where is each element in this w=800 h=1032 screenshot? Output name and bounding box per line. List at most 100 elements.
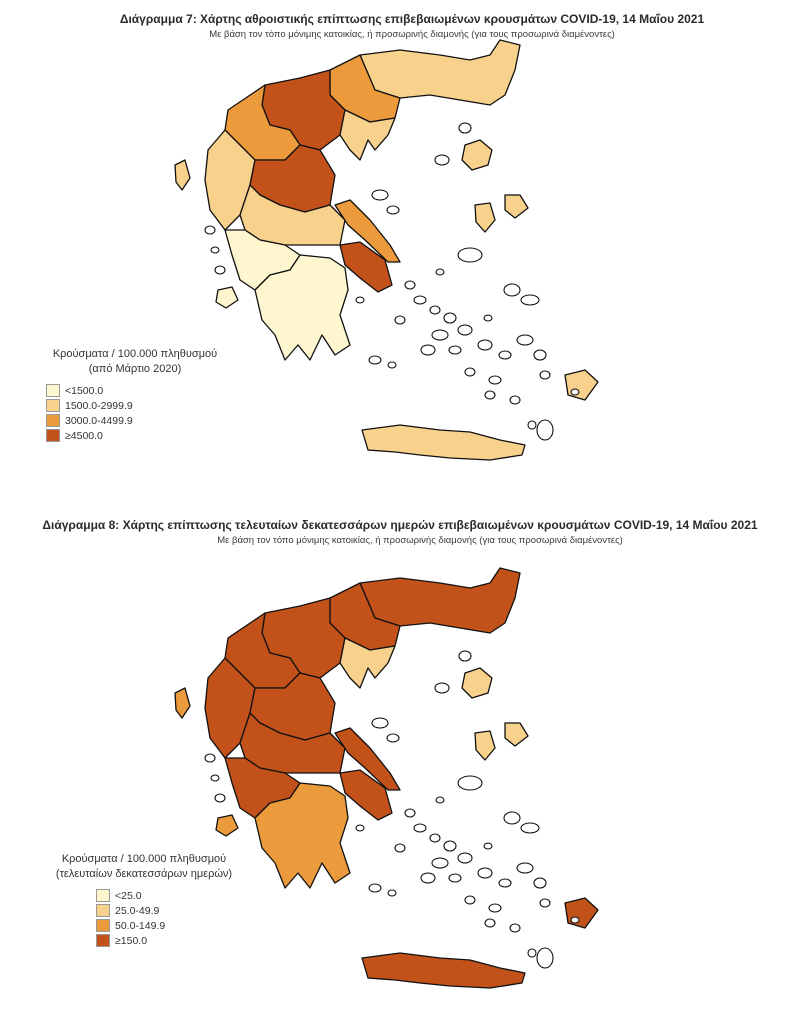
legend-swatch xyxy=(46,429,60,442)
legend-item: 25.0-49.9 xyxy=(96,903,264,918)
map-legend: Κρούσματα / 100.000 πληθυσμού (από Μάρτι… xyxy=(20,347,250,443)
region-chios xyxy=(474,730,496,761)
region-attica xyxy=(339,241,393,293)
legend-title: Κρούσματα / 100.000 πληθυσμού (τελευταίω… xyxy=(24,852,264,882)
region-halkidiki xyxy=(339,637,396,689)
legend-swatch xyxy=(96,919,110,932)
legend-swatch xyxy=(96,904,110,917)
legend-swatch xyxy=(96,934,110,947)
island-outline xyxy=(448,873,462,883)
island-outline xyxy=(387,361,397,369)
region-samos xyxy=(504,194,529,219)
island-outline xyxy=(533,877,547,889)
region-thrace xyxy=(359,567,521,634)
island-outline xyxy=(483,842,493,850)
legend-item: 50.0-149.9 xyxy=(96,918,264,933)
island-outline xyxy=(386,733,400,743)
island-outline xyxy=(204,753,216,763)
island-outline xyxy=(355,824,365,832)
island-outline xyxy=(355,296,365,304)
legend-title: Κρούσματα / 100.000 πληθυσμού (από Μάρτι… xyxy=(20,347,250,377)
island-outline xyxy=(527,948,537,958)
island-outline xyxy=(420,872,436,884)
island-outline xyxy=(477,867,493,879)
island-outline xyxy=(503,283,521,297)
island-outline xyxy=(457,852,473,864)
island-outline xyxy=(210,774,220,782)
region-chios xyxy=(474,202,496,233)
legend-label: ≥150.0 xyxy=(115,934,148,947)
island-outline xyxy=(498,350,512,360)
island-outline xyxy=(516,862,534,874)
island-outline xyxy=(516,334,534,346)
island-outline xyxy=(520,294,540,306)
map-title: Διάγραμμα 8: Χάρτης επίπτωσης τελευταίων… xyxy=(42,518,758,532)
greece-regions-group xyxy=(174,567,599,989)
legend-item: 1500.0-2999.9 xyxy=(46,398,250,413)
legend-item: <25.0 xyxy=(96,888,264,903)
region-lesvos xyxy=(461,667,493,699)
island-outline xyxy=(503,811,521,825)
island-outline xyxy=(394,315,406,325)
island-outline xyxy=(214,793,226,803)
region-peloponnese xyxy=(254,254,351,361)
island-outline xyxy=(570,388,580,396)
island-outline xyxy=(214,265,226,275)
region-corfu xyxy=(174,159,191,191)
region-crete xyxy=(361,952,526,989)
island-outline xyxy=(429,305,441,315)
region-attica xyxy=(339,769,393,821)
legend-swatch xyxy=(46,384,60,397)
region-corfu xyxy=(174,687,191,719)
legend-label: <1500.0 xyxy=(65,384,104,397)
island-outline xyxy=(431,329,449,341)
island-outline xyxy=(488,903,502,913)
legend-swatch xyxy=(96,889,110,902)
island-outline xyxy=(210,246,220,254)
island-outline xyxy=(368,355,382,365)
greece-choropleth-map xyxy=(174,39,599,461)
legend-title-line2: (τελευταίων δεκατεσσάρων ημερών) xyxy=(55,868,233,880)
region-euboea xyxy=(334,727,401,791)
legend-items: <1500.0 1500.0-2999.9 3000.0-4499.9 ≥450… xyxy=(46,383,250,443)
region-kefalonia xyxy=(215,286,239,309)
island-outline xyxy=(484,918,496,928)
legend-items: <25.0 25.0-49.9 50.0-149.9 ≥150.0 xyxy=(96,888,264,948)
island-outline xyxy=(443,840,457,852)
island-outline xyxy=(533,349,547,361)
legend-label: ≥4500.0 xyxy=(65,429,103,442)
island-outline xyxy=(435,796,445,804)
region-peloponnese xyxy=(254,782,351,889)
island-outline xyxy=(420,344,436,356)
region-samos xyxy=(504,722,529,747)
island-outline xyxy=(477,339,493,351)
island-outline xyxy=(443,312,457,324)
legend-label: 1500.0-2999.9 xyxy=(65,399,133,412)
island-outline xyxy=(404,280,416,290)
legend-label: 3000.0-4499.9 xyxy=(65,414,133,427)
region-rhodes xyxy=(564,369,599,401)
map-subtitle: Με βάση τον τόπο μόνιμης κατοικίας, ή πρ… xyxy=(217,535,623,546)
island-outline xyxy=(570,916,580,924)
island-outline xyxy=(484,390,496,400)
island-outline xyxy=(520,822,540,834)
island-outline xyxy=(509,395,521,405)
island-outline xyxy=(458,122,472,134)
island-outline xyxy=(458,650,472,662)
legend-label: 25.0-49.9 xyxy=(115,904,160,917)
island-outline xyxy=(431,857,449,869)
region-thrace xyxy=(359,39,521,106)
map-subtitle: Με βάση τον τόπο μόνιμης κατοικίας, ή πρ… xyxy=(209,29,615,40)
region-lesvos xyxy=(461,139,493,171)
island-outline xyxy=(527,420,537,430)
island-outline xyxy=(434,682,450,694)
island-outline xyxy=(483,314,493,322)
greece-regions-group xyxy=(174,39,599,461)
island-outline xyxy=(204,225,216,235)
legend-item: <1500.0 xyxy=(46,383,250,398)
island-outline xyxy=(457,247,483,263)
island-outline xyxy=(457,324,473,336)
island-outline xyxy=(464,367,476,377)
island-outline xyxy=(536,947,554,969)
island-outline xyxy=(429,833,441,843)
